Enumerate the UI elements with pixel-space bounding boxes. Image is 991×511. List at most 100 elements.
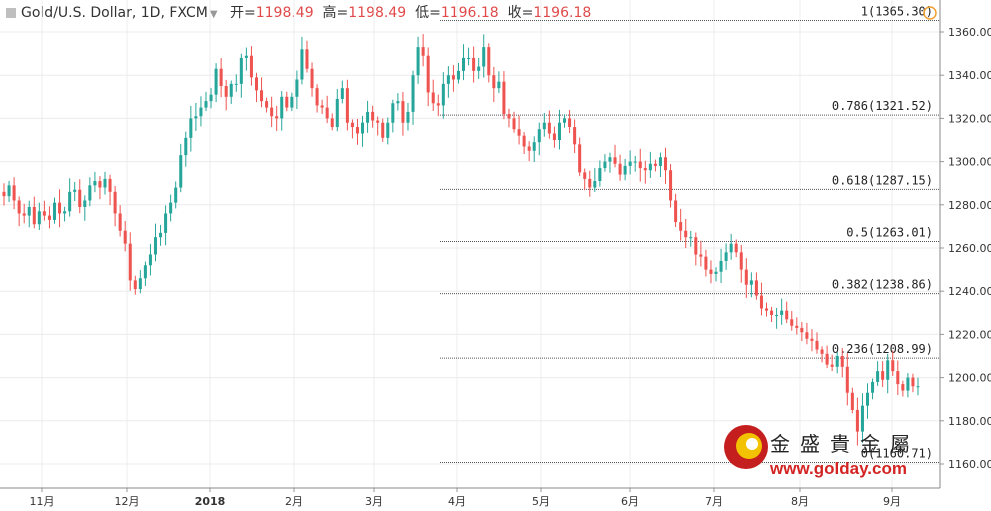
candle-body: [764, 308, 769, 311]
candle-body: [729, 243, 733, 253]
candle-body: [148, 254, 152, 266]
candle-body: [522, 135, 526, 147]
candle-body: [790, 319, 794, 326]
candle-body: [881, 371, 885, 380]
candle-body: [381, 122, 385, 138]
candle-body: [472, 57, 476, 71]
fib-handle-icon: [923, 6, 937, 20]
candle-body: [628, 161, 632, 166]
candle-body: [845, 366, 849, 393]
y-tick-label: 1320.00: [948, 112, 991, 125]
golday-logo: [724, 425, 768, 469]
candle-body: [143, 265, 147, 279]
candle-body: [674, 200, 678, 223]
candle-body: [739, 252, 743, 270]
symbol-square-icon[interactable]: [6, 8, 16, 18]
candle-body: [456, 70, 460, 80]
candle-body: [12, 185, 16, 201]
candle-body: [88, 185, 92, 201]
candle-body: [174, 187, 178, 203]
x-tick-label: 3月: [365, 495, 383, 508]
candle-body: [623, 165, 627, 175]
candle-body: [694, 237, 698, 255]
open-value: 1198.49: [255, 5, 314, 21]
candle-body: [487, 47, 491, 76]
y-tick-label: 1160.00: [948, 458, 991, 471]
candle-body: [613, 157, 617, 164]
candle-body: [431, 92, 435, 104]
candle-body: [350, 122, 354, 128]
candle-body: [219, 68, 223, 86]
y-tick-label: 1340.00: [948, 69, 991, 82]
chart-header: Gold/U.S. Dollar, 1D, FXCM ▼ 开=1198.49 高=…: [6, 2, 591, 22]
dropdown-arrow-icon[interactable]: ▼: [209, 9, 218, 20]
candle-body: [876, 371, 880, 382]
candle-body: [527, 146, 531, 151]
candle-body: [98, 181, 102, 188]
candle-body: [871, 381, 875, 393]
candle-body: [254, 77, 259, 91]
y-tick-label: 1280.00: [948, 199, 991, 212]
candle-body: [467, 57, 471, 59]
candle-body: [396, 101, 400, 104]
candle-body: [401, 101, 405, 123]
candle-body: [482, 47, 486, 67]
logo-highlight: [746, 438, 758, 450]
candle-body: [305, 49, 309, 69]
candle-body: [714, 271, 718, 274]
candle-body: [32, 206, 36, 225]
symbol-title[interactable]: Gold/U.S. Dollar, 1D, FXCM: [21, 5, 208, 21]
candle-body: [805, 332, 809, 339]
candlestick-series: [2, 34, 920, 446]
candle-body: [386, 122, 390, 138]
x-tick-label: 8月: [791, 495, 809, 508]
candle-body: [643, 168, 647, 171]
candle-body: [603, 161, 607, 169]
x-tick-label: 4月: [448, 495, 466, 508]
candle-body: [280, 96, 284, 119]
y-tick-label: 1200.00: [948, 372, 991, 385]
fib-label-0.382: 0.382(1238.86): [832, 278, 933, 292]
candle-body: [42, 211, 46, 216]
y-tick-label: 1360.00: [948, 26, 991, 39]
candle-body: [704, 256, 708, 270]
candle-body: [552, 133, 556, 140]
candle-body: [780, 310, 784, 315]
candle-body: [608, 157, 612, 162]
candle-body: [658, 157, 662, 166]
close-label: 收=: [507, 5, 534, 21]
candle-body: [679, 222, 683, 231]
candle-body: [214, 68, 218, 95]
candle-body: [164, 213, 168, 233]
candle-body: [669, 170, 673, 201]
candle-body: [290, 96, 294, 108]
candle-body: [573, 127, 577, 145]
candle-body: [724, 252, 728, 261]
candle-body: [492, 75, 496, 89]
candle-body: [593, 181, 597, 188]
candle-body: [17, 200, 21, 214]
candle-body: [169, 202, 173, 214]
candle-body: [335, 98, 339, 128]
candle-body: [815, 340, 819, 350]
candle-body: [244, 55, 248, 58]
x-tick-label: 2月: [285, 495, 303, 508]
candle-body: [371, 111, 375, 121]
candle-body: [22, 213, 26, 216]
candle-body: [138, 278, 142, 290]
x-tick-label: 9月: [883, 495, 901, 508]
y-tick-label: 1240.00: [948, 285, 991, 298]
candle-body: [749, 280, 753, 285]
candle-body: [502, 81, 506, 115]
candle-body: [835, 356, 839, 367]
candle-body: [52, 202, 57, 220]
candle-body: [361, 122, 365, 134]
candle-body: [47, 215, 51, 220]
candle-body: [547, 122, 551, 134]
candle-body: [684, 230, 688, 238]
y-tick-label: 1260.00: [948, 242, 991, 255]
candle-body: [320, 105, 324, 108]
y-tick-label: 1180.00: [948, 415, 991, 428]
x-tick-label: 2018: [195, 495, 226, 508]
